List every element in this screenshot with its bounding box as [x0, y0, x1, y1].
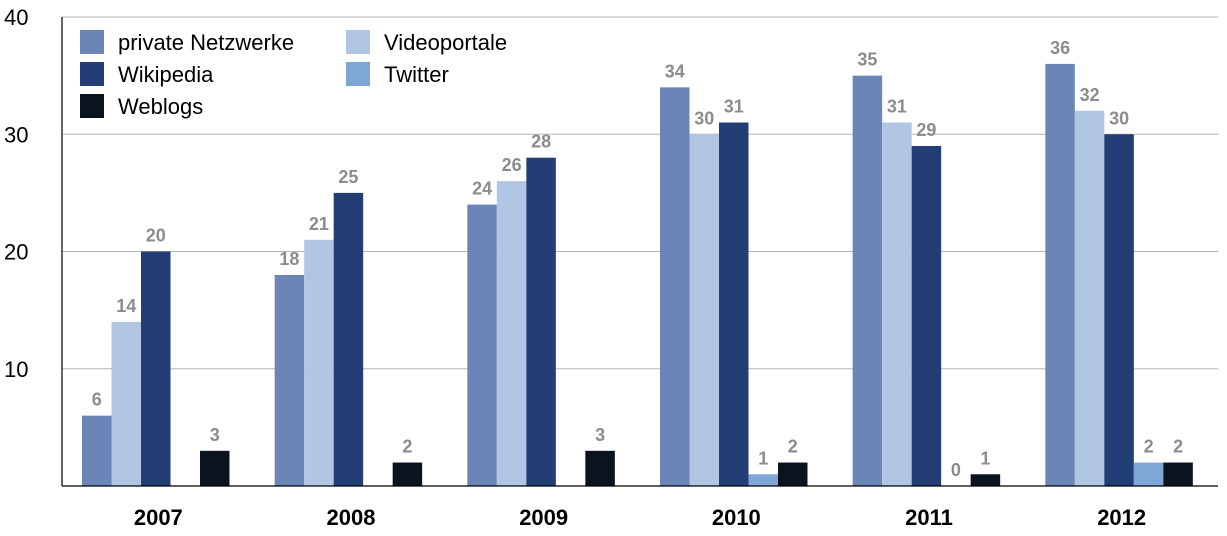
x-tick-label-2010: 2010: [712, 505, 761, 530]
legend: private Netzwerke Wikipedia Weblogs Videopo…: [80, 30, 507, 119]
bar-private-netzwerke-2011: [852, 75, 883, 486]
grid-lines: [62, 16, 1218, 370]
data-label-private-netzwerke-2011: 35: [857, 50, 877, 70]
data-label-videoportale-2007: 14: [116, 296, 136, 316]
data-label-weblogs-2012: 2: [1173, 437, 1183, 457]
bar-videoportale-2011: [882, 122, 912, 487]
legend-swatch-wikipedia: [80, 62, 104, 86]
data-label-twitter-2010: 1: [758, 448, 768, 468]
data-label-videoportale-2012: 32: [1080, 85, 1100, 105]
bar-weblogs-2008: [392, 462, 423, 486]
bar-videoportale-2009: [496, 181, 527, 486]
legend-swatch-private-netzwerke: [80, 30, 104, 54]
bar-wikipedia-2011: [911, 145, 942, 486]
x-tick-label-2011: 2011: [905, 505, 953, 530]
bar-videoportale-2012: [1074, 110, 1105, 487]
bar-weblogs-2012: [1163, 462, 1193, 486]
data-label-weblogs-2011: 1: [980, 448, 990, 468]
bar-videoportale-2007: [111, 321, 141, 486]
bar-weblogs-2010: [778, 462, 808, 486]
data-label-wikipedia-2007: 20: [146, 226, 166, 246]
bar-private-netzwerke-2008: [274, 274, 305, 486]
legend-swatch-twitter: [346, 62, 370, 86]
data-label-weblogs-2008: 2: [402, 437, 412, 457]
bar-weblogs-2009: [585, 450, 615, 486]
legend-label-wikipedia: Wikipedia: [118, 62, 214, 87]
x-tick-label-2009: 2009: [519, 505, 568, 530]
legend-label-videoportale: Videoportale: [384, 30, 507, 55]
data-label-wikipedia-2011: 29: [916, 120, 936, 140]
legend-label-twitter: Twitter: [384, 62, 449, 87]
bars: [82, 63, 1193, 487]
bar-private-netzwerke-2012: [1045, 63, 1075, 487]
data-label-private-netzwerke-2010: 34: [665, 61, 685, 81]
y-tick-label-40: 40: [4, 5, 28, 30]
legend-swatch-weblogs: [80, 94, 104, 118]
legend-label-weblogs: Weblogs: [118, 94, 203, 119]
data-label-private-netzwerke-2007: 6: [92, 390, 102, 410]
data-label-videoportale-2011: 31: [887, 97, 907, 117]
bar-private-netzwerke-2007: [82, 415, 112, 486]
bar-wikipedia-2009: [526, 157, 556, 486]
data-labels: 6142031821252242628334303112353129013632…: [92, 38, 1183, 480]
data-label-videoportale-2008: 21: [309, 214, 329, 234]
bar-videoportale-2008: [304, 239, 334, 486]
data-label-wikipedia-2008: 25: [338, 167, 358, 187]
bar-wikipedia-2012: [1104, 134, 1134, 486]
bar-twitter-2012: [1133, 462, 1164, 486]
bar-wikipedia-2010: [719, 122, 749, 487]
data-label-videoportale-2009: 26: [502, 155, 522, 175]
data-label-wikipedia-2009: 28: [531, 132, 551, 152]
data-label-weblogs-2009: 3: [595, 425, 605, 445]
x-tick-label-2012: 2012: [1097, 505, 1146, 530]
bar-videoportale-2010: [689, 134, 719, 486]
bar-weblogs-2011: [970, 474, 1001, 486]
y-tick-label-30: 30: [4, 122, 28, 147]
data-label-twitter-2012: 2: [1144, 437, 1154, 457]
bar-twitter-2010: [748, 474, 778, 486]
data-label-wikipedia-2012: 30: [1109, 108, 1129, 128]
data-label-videoportale-2010: 30: [694, 108, 714, 128]
y-tick-label-20: 20: [4, 240, 28, 265]
bar-wikipedia-2008: [333, 192, 364, 486]
legend-label-private-netzwerke: private Netzwerke: [118, 30, 294, 55]
x-tick-label-2008: 2008: [327, 505, 376, 530]
bar-wikipedia-2007: [141, 251, 171, 486]
data-label-private-netzwerke-2009: 24: [472, 179, 492, 199]
bar-private-netzwerke-2009: [467, 204, 497, 486]
y-tick-label-10: 10: [4, 357, 28, 382]
data-label-wikipedia-2010: 31: [724, 97, 744, 117]
data-label-twitter-2011: 0: [951, 460, 961, 480]
data-label-weblogs-2007: 3: [210, 425, 220, 445]
data-label-weblogs-2010: 2: [788, 437, 798, 457]
data-label-private-netzwerke-2008: 18: [279, 249, 299, 269]
legend-swatch-videoportale: [346, 30, 370, 54]
bar-weblogs-2007: [200, 450, 230, 486]
bar-private-netzwerke-2010: [660, 87, 690, 486]
data-label-private-netzwerke-2012: 36: [1050, 38, 1070, 58]
x-tick-label-2007: 2007: [134, 505, 183, 530]
